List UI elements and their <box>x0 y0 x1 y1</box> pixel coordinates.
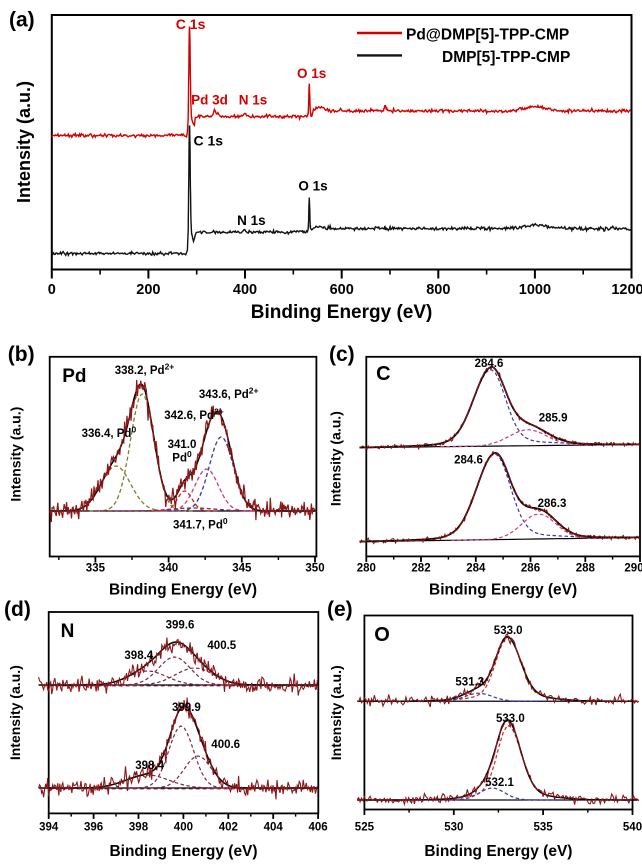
svg-text:335: 335 <box>86 563 106 575</box>
svg-text:O 1s: O 1s <box>298 179 327 194</box>
svg-text:O: O <box>374 624 390 646</box>
svg-text:402: 402 <box>219 822 238 834</box>
svg-text:340: 340 <box>159 563 178 575</box>
svg-text:Binding Energy (eV): Binding Energy (eV) <box>109 843 257 860</box>
svg-text:400: 400 <box>233 282 257 298</box>
svg-text:Intensity (a.u.): Intensity (a.u.) <box>327 411 343 506</box>
svg-text:Intensity (a.u.): Intensity (a.u.) <box>7 407 23 502</box>
svg-text:532.1: 532.1 <box>485 777 514 789</box>
svg-text:Binding Energy (eV): Binding Energy (eV) <box>429 582 577 599</box>
svg-text:C 1s: C 1s <box>176 16 206 32</box>
svg-text:286.3: 286.3 <box>538 498 567 510</box>
svg-text:284: 284 <box>466 563 486 575</box>
svg-text:600: 600 <box>330 282 354 298</box>
svg-text:286: 286 <box>521 563 540 575</box>
svg-text:396: 396 <box>84 822 103 834</box>
svg-text:336.4, Pd0: 336.4, Pd0 <box>82 425 137 441</box>
svg-text:338.2, Pd2+: 338.2, Pd2+ <box>115 362 175 378</box>
svg-text:399.6: 399.6 <box>166 620 195 632</box>
svg-text:Pd 3d: Pd 3d <box>191 93 228 108</box>
svg-text:404: 404 <box>264 822 284 834</box>
svg-text:398.4: 398.4 <box>135 760 164 772</box>
svg-text:531.3: 531.3 <box>455 676 484 688</box>
svg-text:341.7, Pd0: 341.7, Pd0 <box>173 516 228 532</box>
svg-text:398.4: 398.4 <box>124 650 153 662</box>
svg-text:C 1s: C 1s <box>194 133 224 149</box>
svg-text:Intensity (a.u.): Intensity (a.u.) <box>328 665 344 760</box>
svg-text:406: 406 <box>309 822 328 834</box>
svg-text:N 1s: N 1s <box>239 93 268 108</box>
svg-text:Binding Energy (eV): Binding Energy (eV) <box>424 843 572 860</box>
svg-text:400.5: 400.5 <box>207 640 236 652</box>
svg-text:282: 282 <box>411 563 430 575</box>
svg-text:200: 200 <box>136 282 160 298</box>
svg-text:341.0: 341.0 <box>168 439 197 451</box>
svg-text:(b): (b) <box>8 343 35 366</box>
svg-text:350: 350 <box>305 563 324 575</box>
svg-text:284.6: 284.6 <box>475 358 504 370</box>
svg-text:DMP[5]-TPP-CMP: DMP[5]-TPP-CMP <box>442 49 570 66</box>
svg-text:(d): (d) <box>4 598 31 621</box>
svg-text:800: 800 <box>426 282 450 298</box>
svg-text:400: 400 <box>174 822 193 834</box>
svg-text:(a): (a) <box>9 9 35 32</box>
svg-text:280: 280 <box>357 563 376 575</box>
svg-text:C: C <box>376 363 390 385</box>
svg-text:533.0: 533.0 <box>494 625 523 637</box>
svg-text:394: 394 <box>39 822 59 834</box>
svg-text:399.9: 399.9 <box>172 702 201 714</box>
svg-text:Intensity (a.u.): Intensity (a.u.) <box>14 81 34 203</box>
svg-text:398: 398 <box>129 822 149 834</box>
svg-text:535: 535 <box>534 822 554 834</box>
svg-text:Pd@DMP[5]-TPP-CMP: Pd@DMP[5]-TPP-CMP <box>406 27 569 44</box>
svg-text:530: 530 <box>444 822 463 834</box>
svg-text:343.6, Pd2+: 343.6, Pd2+ <box>199 386 259 402</box>
svg-text:525: 525 <box>355 822 375 834</box>
svg-text:288: 288 <box>576 563 596 575</box>
svg-text:(c): (c) <box>329 343 355 366</box>
svg-text:0: 0 <box>48 282 56 298</box>
svg-text:(e): (e) <box>327 598 353 621</box>
svg-text:N: N <box>61 621 75 642</box>
svg-text:Binding Energy (eV): Binding Energy (eV) <box>109 582 257 599</box>
svg-text:400.6: 400.6 <box>211 739 240 751</box>
svg-text:290: 290 <box>624 563 642 575</box>
svg-text:Binding Energy (eV): Binding Energy (eV) <box>251 302 433 323</box>
svg-text:Pd: Pd <box>62 366 86 387</box>
svg-text:284.6: 284.6 <box>454 455 483 467</box>
svg-text:533.0: 533.0 <box>496 713 525 725</box>
svg-text:285.9: 285.9 <box>539 413 568 425</box>
svg-text:Intensity (a.u.): Intensity (a.u.) <box>7 665 23 760</box>
svg-text:N 1s: N 1s <box>237 213 266 228</box>
svg-text:O 1s: O 1s <box>297 66 326 81</box>
svg-text:540: 540 <box>623 822 642 834</box>
svg-text:1200: 1200 <box>611 282 642 298</box>
svg-text:342.6, Pd2+: 342.6, Pd2+ <box>164 407 224 423</box>
svg-text:1000: 1000 <box>519 282 551 298</box>
svg-text:345: 345 <box>232 563 252 575</box>
